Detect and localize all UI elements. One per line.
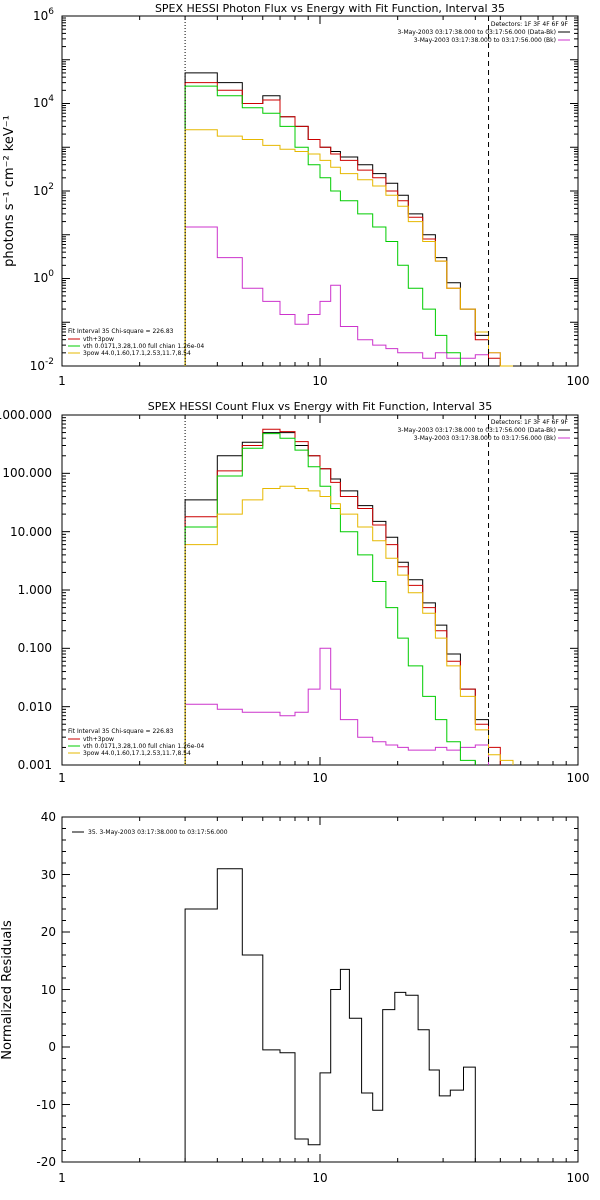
photon-flux-series — [184, 72, 513, 367]
series-line-vth-3pow — [184, 428, 501, 765]
y-tick-label: -10 — [36, 1098, 56, 1112]
y-tick-label: 100.000 — [2, 466, 52, 480]
series-line-bk — [184, 226, 501, 366]
series-line-bk — [184, 647, 489, 765]
x-tick-label: 10 — [312, 374, 327, 388]
x-tick-label: 100 — [567, 771, 590, 785]
residuals-y-tick-labels: -20 -10 0 10 20 30 40 — [36, 810, 56, 1169]
photon-flux-ticks — [61, 16, 578, 367]
legend-header: Fit Interval 35 Chi-square = 226.83 — [68, 728, 174, 735]
y-tick-label: 100 — [33, 269, 54, 285]
x-tick-label: 100 — [567, 374, 590, 388]
photon-flux-x-tick-labels: 1 10 100 — [58, 374, 589, 388]
legend-entry-label: vth 0.0171,3.28,1.00 full chian 1.26e-04 — [83, 743, 204, 750]
count-flux-legend-top: Detectors: 1F 3F 4F 6F 9F 3-May-2003 03:… — [397, 419, 570, 442]
legend-entry-label: 3-May-2003 03:17:38.000 to 03:17:56.000 … — [397, 29, 556, 36]
y-tick-label: 102 — [33, 182, 54, 198]
residuals-series — [184, 868, 476, 1162]
series-line-3pow — [184, 129, 513, 367]
count-flux-ticks — [61, 415, 578, 766]
series-line-vth — [184, 85, 461, 366]
legend-header: Detectors: 1F 3F 4F 6F 9F — [491, 21, 569, 28]
y-tick-label: 104 — [33, 94, 54, 110]
y-tick-label: 0.100 — [18, 641, 52, 655]
legend-header: Detectors: 1F 3F 4F 6F 9F — [491, 419, 569, 426]
legend-entry-label: vth+3pow — [83, 736, 114, 743]
x-tick-label: 10 — [312, 771, 327, 785]
legend-header: Fit Interval 35 Chi-square = 226.83 — [68, 328, 174, 335]
x-tick-label: 1 — [58, 771, 66, 785]
y-tick-label: 10-2 — [30, 357, 54, 373]
y-tick-label: 1000.000 — [0, 408, 52, 422]
y-tick-label: 0 — [48, 1040, 56, 1054]
series-line-data-bk — [184, 72, 489, 366]
y-tick-label: 106 — [33, 7, 54, 23]
photon-flux-vlines — [184, 16, 490, 366]
count-flux-title: SPEX HESSI Count Flux vs Energy with Fit… — [148, 400, 492, 413]
photon-flux-y-axis-label: photons s⁻¹ cm⁻² keV⁻¹ — [2, 115, 17, 267]
residuals-panel: -20 -10 0 10 20 30 40 1 10 100 Normalize… — [0, 810, 589, 1185]
series-line-3pow — [184, 485, 514, 765]
photon-flux-legend-top: Detectors: 1F 3F 4F 6F 9F 3-May-2003 03:… — [397, 21, 570, 44]
x-tick-label: 100 — [567, 1171, 590, 1185]
photon-flux-y-tick-labels: 10-2 100 102 104 106 — [30, 7, 55, 373]
y-tick-label: 40 — [41, 810, 56, 824]
legend-entry-label: 3-May-2003 03:17:38.000 to 03:17:56.000 … — [397, 427, 556, 434]
residuals-y-axis-label: Normalized Residuals — [0, 920, 15, 1060]
series-line-vth-3pow — [184, 82, 501, 366]
count-flux-panel: SPEX HESSI Count Flux vs Energy with Fit… — [0, 400, 589, 785]
legend-entry-label: 3pow 44.0,1.60,17.1,2.53,11.7,8.54 — [83, 350, 191, 357]
y-tick-label: -20 — [36, 1155, 56, 1169]
count-flux-series — [184, 428, 514, 765]
x-tick-label: 1 — [58, 1171, 66, 1185]
y-tick-label: 0.001 — [18, 758, 52, 772]
legend-entry-label: 35. 3-May-2003 03:17:38.000 to 03:17:56.… — [88, 829, 228, 836]
y-tick-label: 1.000 — [18, 583, 52, 597]
y-tick-label: 30 — [41, 868, 56, 882]
y-tick-label: 20 — [41, 925, 56, 939]
x-tick-label: 10 — [312, 1171, 327, 1185]
legend-entry-label: 3pow 44.0,1.60,17.1,2.53,11.7,8.54 — [83, 750, 191, 757]
y-tick-label: 10.000 — [10, 525, 52, 539]
y-tick-label: 10 — [41, 983, 56, 997]
residuals-x-tick-labels: 1 10 100 — [58, 1171, 589, 1185]
legend-entry-label: 3-May-2003 03:17:38.000 to 03:17:56.000 … — [414, 435, 556, 442]
count-flux-vlines — [184, 415, 490, 765]
photon-flux-title: SPEX HESSI Photon Flux vs Energy with Fi… — [155, 2, 505, 15]
residuals-ticks — [61, 816, 578, 1163]
residuals-legend: 35. 3-May-2003 03:17:38.000 to 03:17:56.… — [72, 829, 228, 836]
legend-entry-label: 3-May-2003 03:17:38.000 to 03:17:56.000 … — [414, 37, 556, 44]
count-flux-y-tick-labels: 0.001 0.010 0.100 1.000 10.000 100.000 1… — [0, 408, 52, 772]
photon-flux-panel: SPEX HESSI Photon Flux vs Energy with Fi… — [2, 2, 589, 388]
photon-flux-legend-bottom: Fit Interval 35 Chi-square = 226.83 vth+… — [68, 328, 204, 357]
series-line-vth — [184, 433, 476, 765]
count-flux-x-tick-labels: 1 10 100 — [58, 771, 589, 785]
legend-entry-label: vth+3pow — [83, 336, 114, 343]
legend-entry-label: vth 0.0171,3.28,1.00 full chian 1.26e-04 — [83, 343, 204, 350]
series-line-35- — [184, 868, 476, 1162]
x-tick-label: 1 — [58, 374, 66, 388]
y-tick-label: 0.010 — [18, 700, 52, 714]
count-flux-legend-bottom: Fit Interval 35 Chi-square = 226.83 vth+… — [68, 728, 204, 757]
